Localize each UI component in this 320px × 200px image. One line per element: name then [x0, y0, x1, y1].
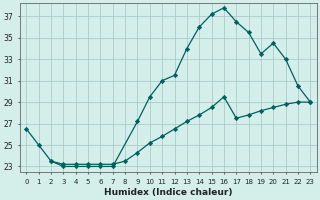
X-axis label: Humidex (Indice chaleur): Humidex (Indice chaleur) [104, 188, 233, 197]
